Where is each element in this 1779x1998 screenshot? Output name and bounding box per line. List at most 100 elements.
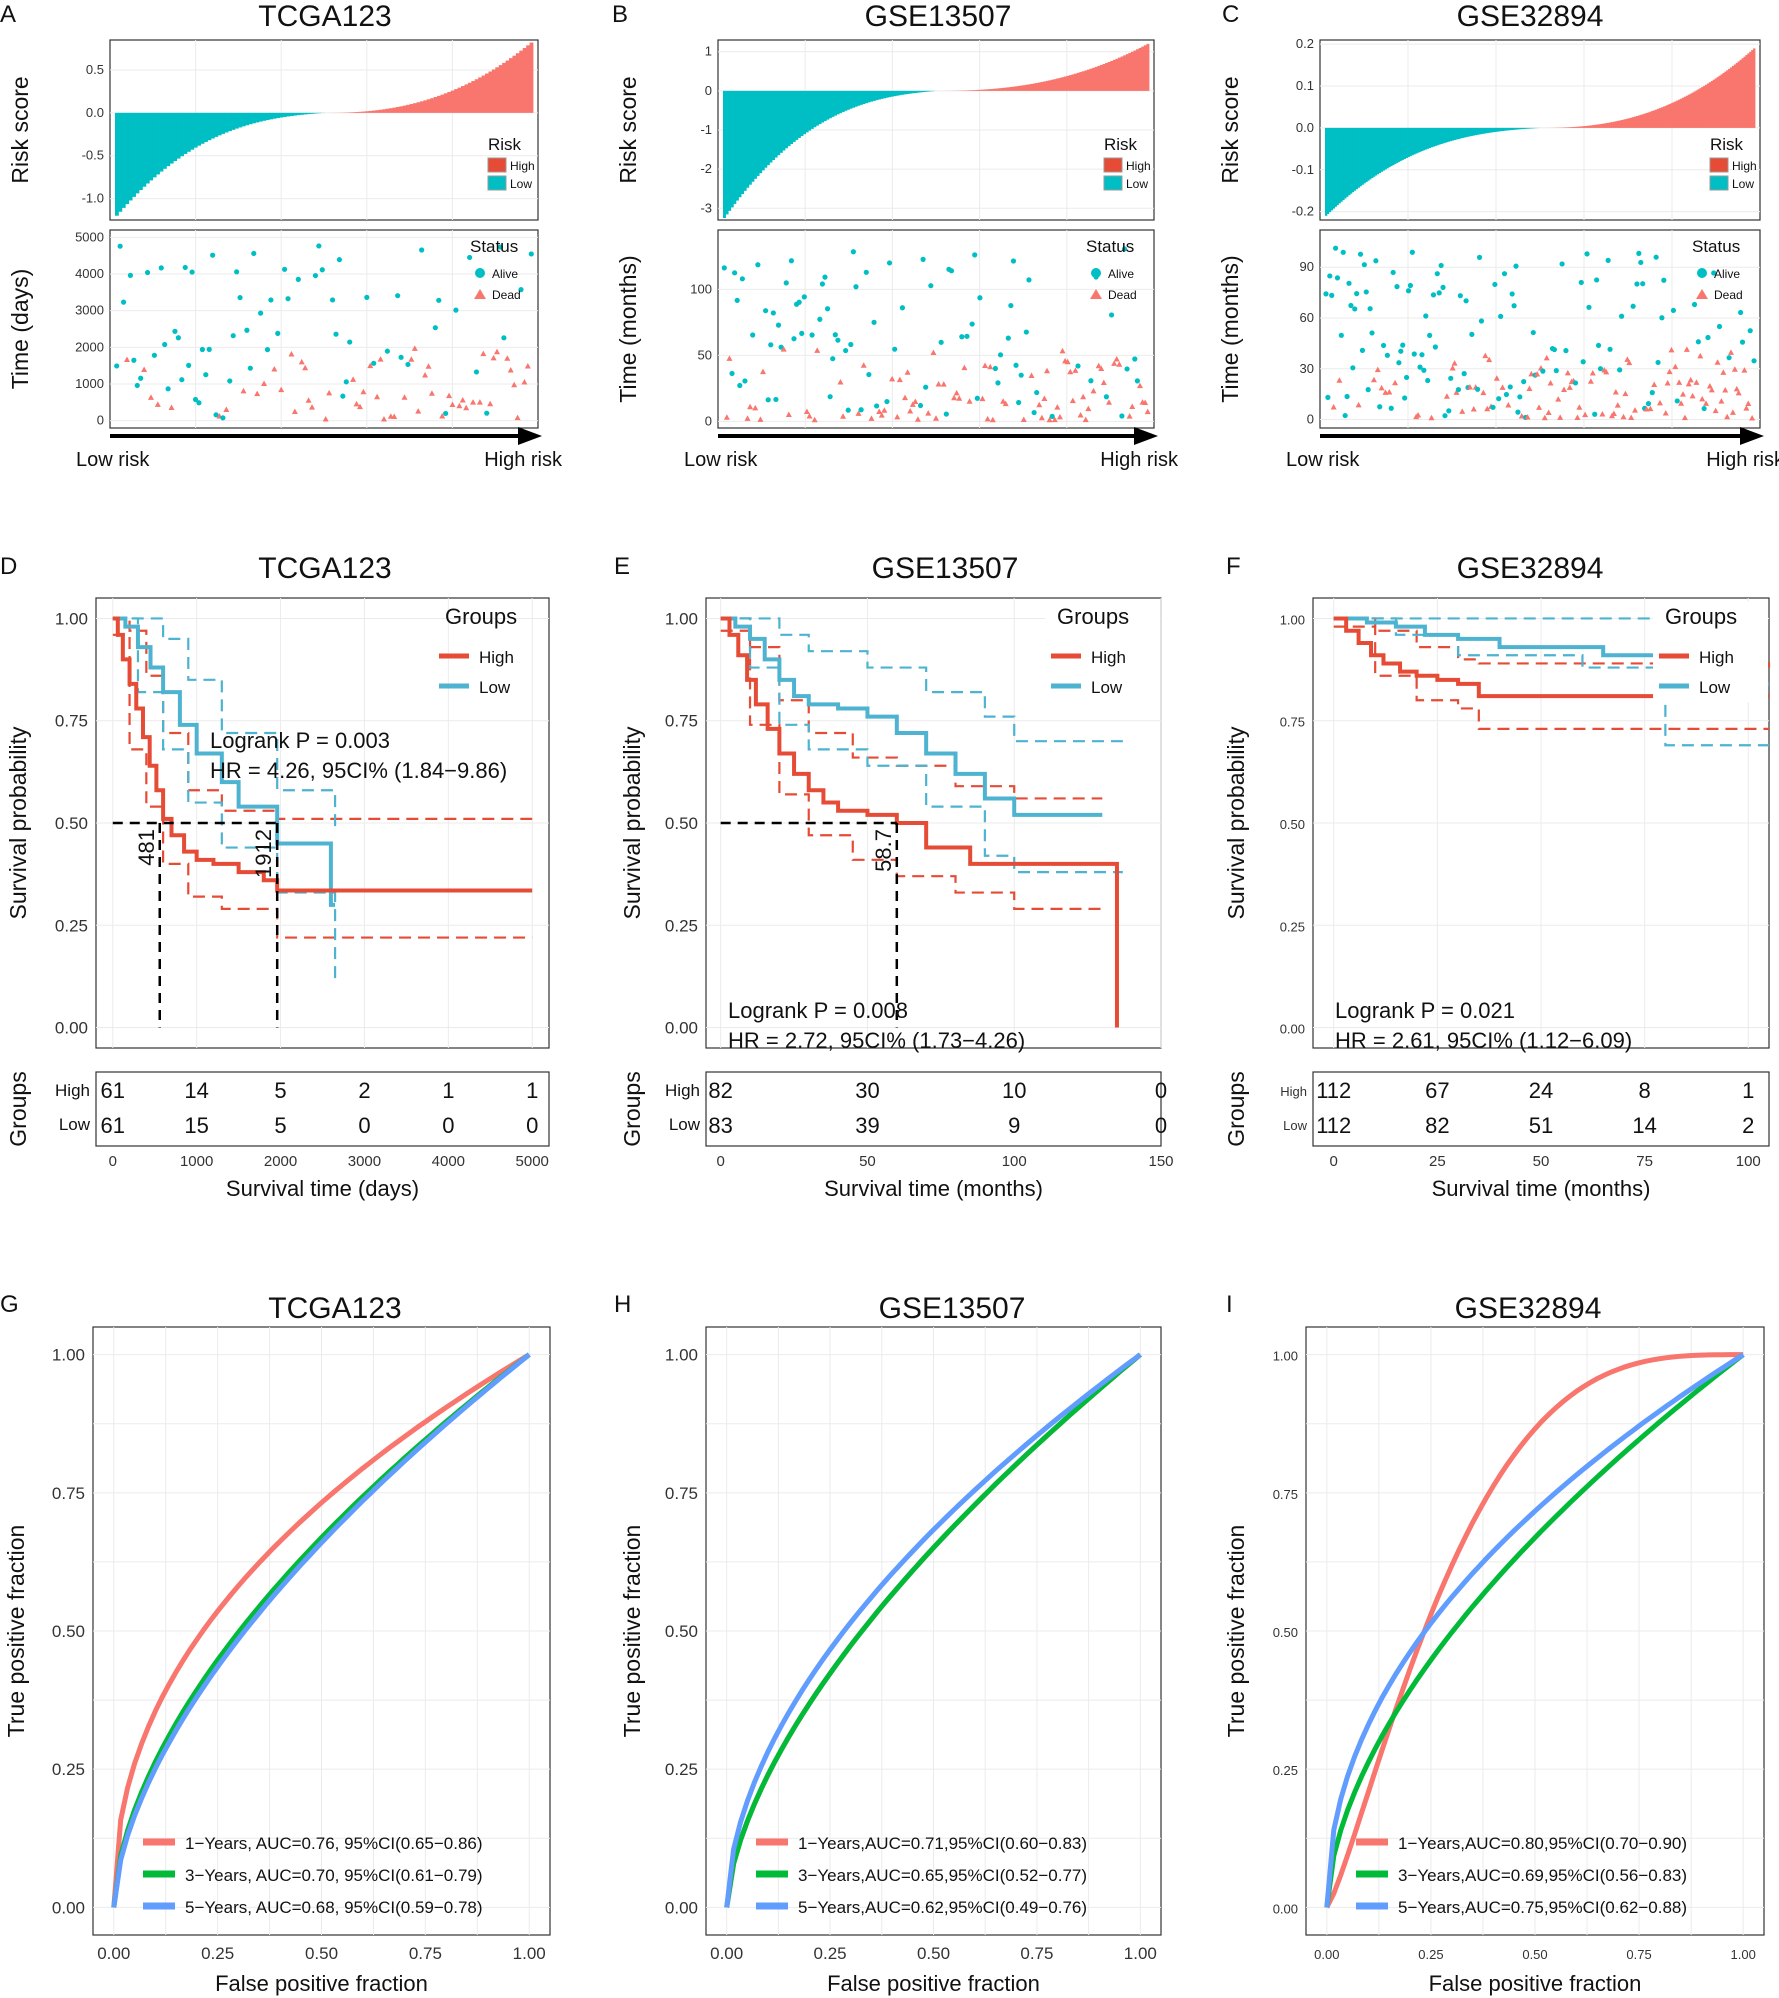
risk-score-bar [1493, 127, 1497, 132]
status-point-alive [886, 260, 893, 266]
status-point-dead [1056, 413, 1063, 420]
roc-xlabel: False positive fraction [1429, 1971, 1642, 1996]
risk-score-bar [1741, 58, 1744, 128]
risk-score-bar [921, 90, 925, 93]
roc-xtick: 0.25 [1418, 1947, 1443, 1962]
roc-xtick: 0.00 [710, 1944, 743, 1963]
panel-title-f: GSE32894 [1457, 552, 1604, 585]
km-risk-count-high: 82 [708, 1078, 732, 1103]
km-ytick: 0.00 [55, 1019, 88, 1038]
status-point-dead [760, 368, 767, 375]
km-median-label: 58.7 [871, 829, 896, 872]
km-xtick: 0 [1330, 1153, 1338, 1170]
risk-score-bar [1576, 126, 1579, 128]
status-point-alive [1553, 368, 1559, 374]
risk-score-bar [169, 112, 174, 164]
risk-score-bar [738, 90, 742, 198]
status-tick: 3000 [75, 303, 104, 318]
km-risk-count-high: 0 [1155, 1078, 1167, 1103]
status-point-dead [1428, 414, 1435, 421]
risk-legend-high-swatch [1103, 157, 1123, 173]
risk-score-bar [1017, 85, 1021, 91]
risk-score-bar [245, 112, 250, 126]
status-point-alive [1354, 291, 1360, 297]
status-point-alive [443, 410, 449, 417]
risk-score-bar [265, 112, 270, 121]
risk-score-bar [1363, 127, 1366, 184]
status-point-dead [1486, 356, 1493, 363]
risk-score-bar [1607, 122, 1610, 128]
roc-curve-5yr [1324, 1352, 1745, 1908]
status-point-dead [1069, 397, 1076, 404]
risk-score-bar [1586, 125, 1589, 128]
risk-score-bar [1369, 127, 1372, 180]
risk-score-bar [1591, 125, 1595, 128]
status-point-alive [172, 328, 178, 334]
status-point-alive [258, 310, 264, 316]
status-point-dead [878, 412, 885, 418]
status-point-alive [824, 306, 831, 312]
risk-score-bar [1384, 127, 1387, 170]
status-point-alive [151, 352, 158, 358]
risk-score-bar [1359, 127, 1362, 187]
status-point-alive [1594, 277, 1600, 283]
km-xtick: 75 [1636, 1153, 1653, 1170]
km-ytick: 1.00 [55, 609, 88, 628]
status-point-alive [144, 269, 151, 276]
status-point-alive [1103, 394, 1109, 400]
status-point-alive [467, 254, 473, 261]
risk-score-bar [1628, 118, 1631, 128]
status-point-alive [755, 262, 761, 268]
roc-xtick: 0.75 [1020, 1944, 1053, 1963]
risk-score-bar [978, 89, 982, 91]
status-point-dead [1459, 408, 1466, 414]
risk-score-bar [413, 103, 417, 113]
status-point-alive [853, 284, 859, 290]
km-risk-count-high: 5 [274, 1078, 286, 1103]
status-point-dead [1077, 411, 1084, 418]
risk-score-bar [766, 90, 770, 166]
risk-score-bar [1589, 125, 1593, 128]
status-point-dead [1681, 414, 1688, 421]
status-point-dead [1000, 398, 1007, 404]
risk-score-bar [1084, 70, 1088, 91]
risk-score-bar [1566, 127, 1570, 128]
status-point-dead [476, 399, 483, 405]
risk-score-bar [1409, 127, 1412, 157]
status-point-dead [803, 408, 810, 414]
status-point-alive [1388, 405, 1394, 411]
status-point-alive [398, 354, 404, 360]
risk-score-tick: 0.2 [1296, 36, 1314, 51]
risk-score-bar [808, 90, 812, 131]
status-legend-alive-label: Alive [1108, 267, 1134, 281]
roc-ytick: 0.50 [52, 1622, 85, 1641]
risk-score-bar [1336, 127, 1339, 206]
risk-score-ylabel: Risk score [615, 76, 641, 183]
risk-score-bar [135, 112, 140, 194]
risk-score-bar [1123, 55, 1127, 91]
risk-score-bar [1718, 75, 1721, 128]
status-point-dead [1582, 411, 1589, 418]
risk-score-bar [839, 90, 843, 114]
risk-score-bar [1092, 67, 1096, 91]
status-point-alive [817, 316, 823, 322]
status-point-dead [961, 364, 968, 371]
status-point-alive [1346, 280, 1352, 286]
status-tick: 4000 [75, 266, 104, 281]
risk-score-bar [1728, 68, 1731, 128]
risk-score-bar [1097, 65, 1101, 91]
status-point-alive [773, 396, 779, 403]
roc-ytick: 0.50 [665, 1622, 698, 1641]
risk-score-bar [828, 90, 832, 119]
status-point-alive [1016, 399, 1022, 406]
risk-score-bar [204, 112, 208, 142]
km-risk-row-low-label: Low [59, 1115, 91, 1134]
km-risk-count-high: 14 [184, 1078, 208, 1103]
risk-score-bar [183, 112, 188, 154]
roc-ylabel: True positive fraction [1223, 1525, 1249, 1738]
roc-ytick: 0.75 [665, 1484, 698, 1503]
risk-score-bar [854, 90, 858, 107]
status-point-alive [1350, 365, 1356, 371]
risk-score-bar [988, 89, 992, 91]
risk-score-bar [1465, 127, 1468, 138]
